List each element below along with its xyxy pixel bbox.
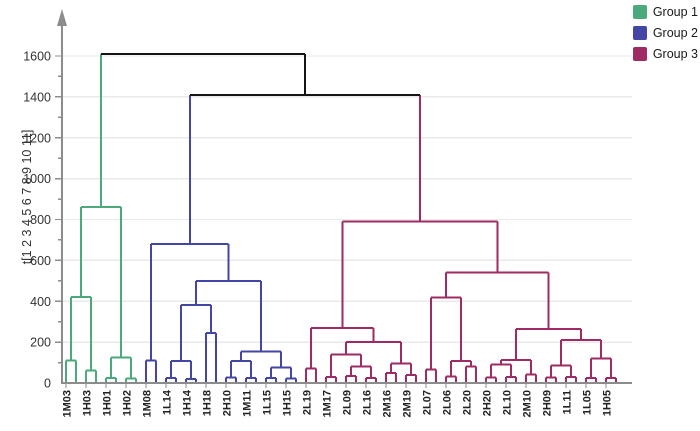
leaf-label: 2L19 bbox=[302, 390, 314, 415]
leaf-label: 1H14 bbox=[182, 389, 194, 416]
legend-swatch-icon bbox=[632, 47, 647, 61]
leaf-label: 1H05 bbox=[602, 390, 614, 416]
axes bbox=[57, 9, 632, 384]
leaf-label: 2H20 bbox=[482, 390, 494, 416]
x-axis-ticks: 1M03 1H03 1H01 1H02 1M08 1L14 1H14 1H18 2H10 1M11… bbox=[62, 383, 614, 418]
y-tick-label: 1600 bbox=[23, 50, 51, 64]
leaf-label: 2L16 bbox=[362, 390, 374, 415]
leaf-label: 1H18 bbox=[202, 390, 214, 416]
leaf-label: 2H10 bbox=[222, 390, 234, 416]
legend-swatch-icon bbox=[632, 5, 647, 19]
legend: Group 1 Group 2 Group 3 bbox=[632, 5, 698, 61]
legend-item-group-3: Group 3 bbox=[632, 47, 698, 61]
y-tick-label: 800 bbox=[30, 213, 51, 227]
leaf-label: 1L11 bbox=[562, 390, 574, 414]
y-tick-label: 1000 bbox=[23, 172, 51, 186]
leaf-label: 1L05 bbox=[582, 390, 594, 415]
leaf-label: 2H09 bbox=[542, 390, 554, 416]
leaf-label: 2L10 bbox=[502, 390, 514, 415]
leaf-label: 2M16 bbox=[382, 390, 394, 418]
legend-label: Group 2 bbox=[652, 26, 698, 40]
legend-label: Group 3 bbox=[652, 47, 698, 61]
leaf-label: 1H15 bbox=[282, 390, 294, 416]
leaf-label: 1M03 bbox=[62, 390, 74, 418]
leaf-label: 1M17 bbox=[322, 390, 334, 418]
grid-lines bbox=[62, 55, 632, 343]
leaf-label: 2M10 bbox=[522, 390, 534, 418]
y-tick-label: 1400 bbox=[23, 90, 51, 104]
dendrogram-links bbox=[65, 52, 617, 383]
leaf-label: 1H02 bbox=[122, 390, 134, 416]
leaf-label: 1M08 bbox=[142, 390, 154, 418]
leaf-label: 2L20 bbox=[462, 390, 474, 415]
leaf-label: 1M11 bbox=[242, 390, 254, 417]
leaf-label: 2M19 bbox=[402, 390, 414, 418]
leaf-label: 1H01 bbox=[102, 390, 114, 416]
y-tick-label: 400 bbox=[30, 295, 51, 309]
y-tick-label: 1200 bbox=[23, 131, 51, 145]
y-axis-title: t[1 2 3 4 5 6 7 8 9 10 11] bbox=[20, 130, 34, 265]
y-axis-arrow-icon bbox=[57, 9, 67, 26]
leaf-label: 2L07 bbox=[422, 390, 434, 415]
leaf-label: 1L15 bbox=[262, 390, 274, 415]
y-tick-label: 600 bbox=[30, 254, 51, 268]
y-tick-label: 0 bbox=[44, 377, 51, 391]
legend-swatch-icon bbox=[632, 26, 647, 40]
y-tick-label: 200 bbox=[30, 336, 51, 350]
legend-item-group-2: Group 2 bbox=[632, 26, 698, 40]
leaf-label: 2L09 bbox=[342, 390, 354, 415]
y-axis-ticks: 0 200 400 600 800 1000 1200 1400 1600 bbox=[23, 50, 62, 391]
legend-label: Group 1 bbox=[652, 5, 698, 19]
legend-item-group-1: Group 1 bbox=[632, 5, 698, 19]
leaf-label: 2L06 bbox=[442, 390, 454, 415]
leaf-label: 1H03 bbox=[82, 390, 94, 416]
leaf-label: 1L14 bbox=[162, 389, 174, 415]
